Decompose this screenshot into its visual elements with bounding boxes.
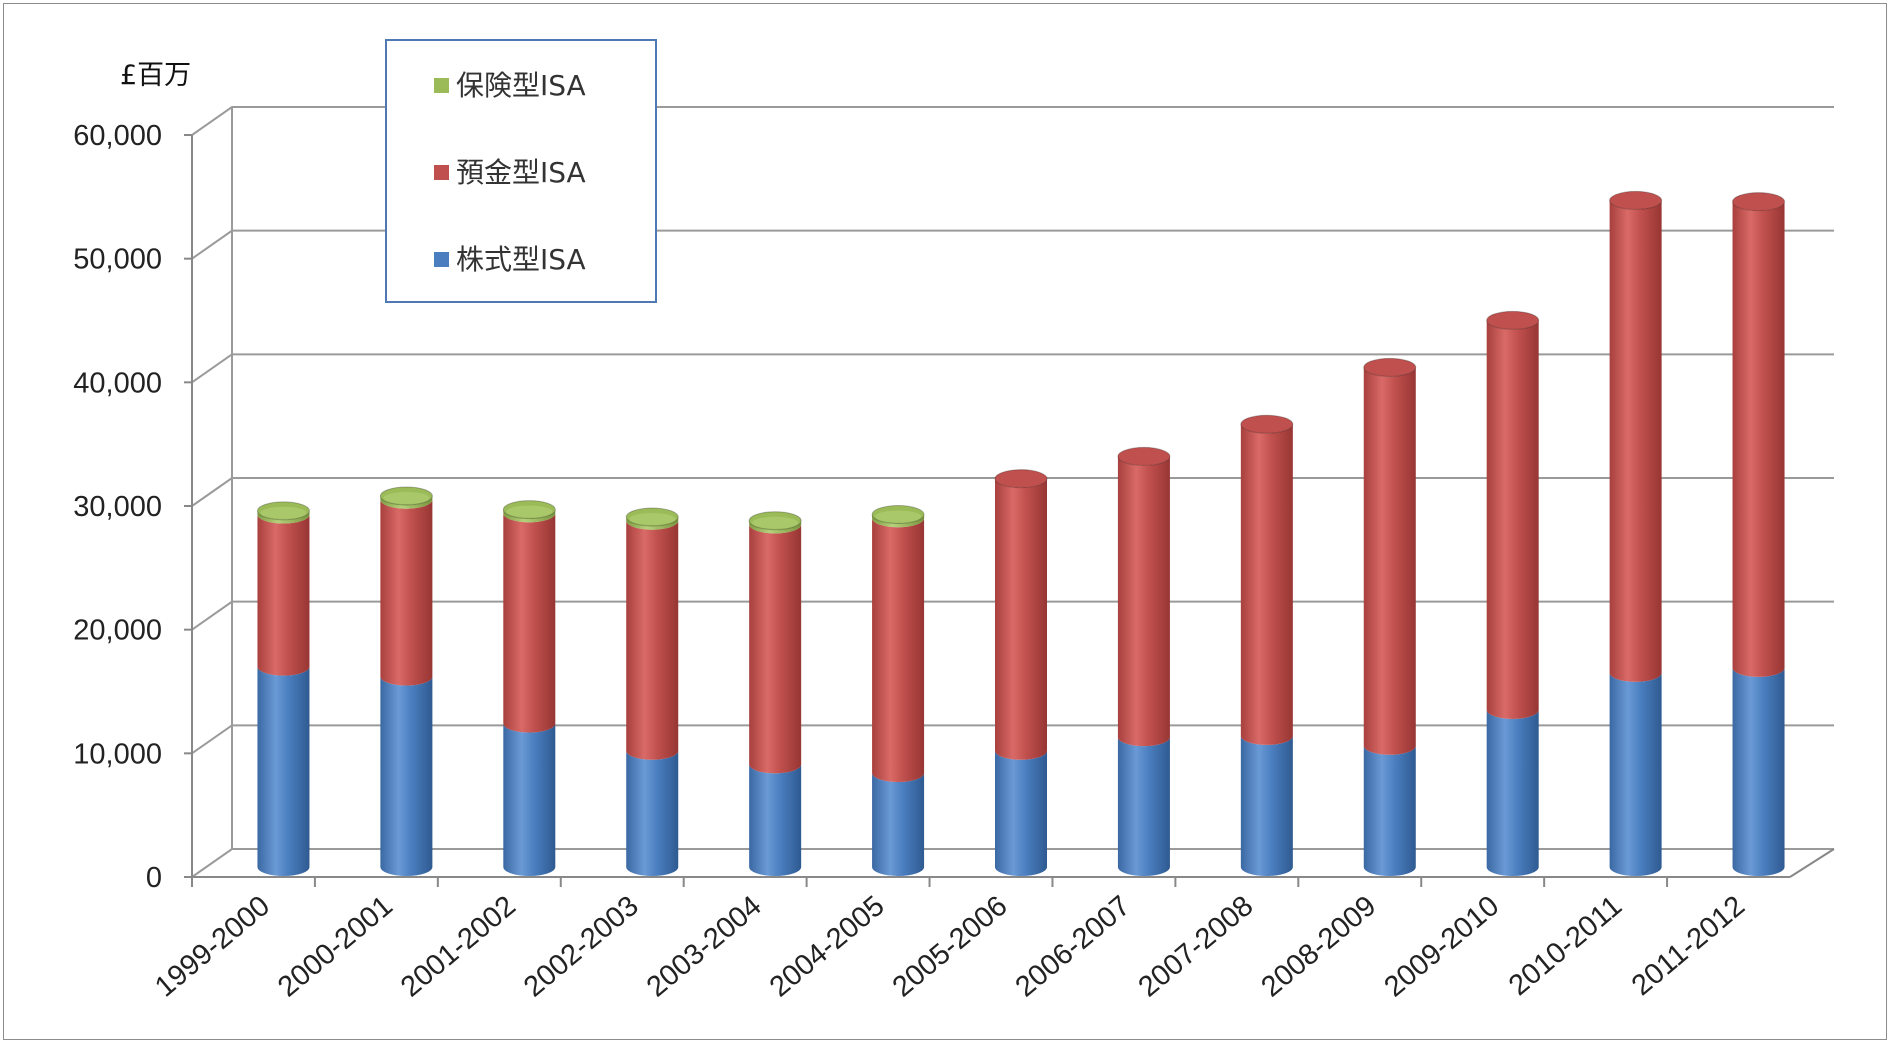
bar-segment xyxy=(995,750,1047,876)
gridlines xyxy=(191,106,1834,878)
y-tick-label: 20,000 xyxy=(73,615,162,647)
bar-segment xyxy=(1732,667,1785,876)
bar-segment xyxy=(872,773,925,876)
axes xyxy=(184,107,1835,887)
legend-swatch-stock xyxy=(434,252,449,267)
bar-segment xyxy=(872,514,925,528)
bar-top-cap xyxy=(1240,414,1294,434)
bar-segment xyxy=(749,520,802,534)
bar-segment xyxy=(1486,709,1539,876)
gridline xyxy=(191,353,1834,384)
legend-swatch-deposit xyxy=(434,165,449,180)
y-tick-label: 10,000 xyxy=(73,738,162,770)
x-tick-label: 2011-2012 xyxy=(1626,890,1751,1002)
bar-top-cap-highlight xyxy=(506,505,553,518)
bar-top-cap-highlight xyxy=(383,492,430,504)
legend: 保険型ISA 預金型ISA 株式型ISA xyxy=(385,39,657,303)
x-tick-label: 2005-2006 xyxy=(887,890,1014,1004)
bar-top-cap xyxy=(1117,446,1171,466)
bar-top-cap xyxy=(1609,190,1663,210)
bar-top-cap xyxy=(1363,357,1417,377)
bar-segment xyxy=(1363,745,1416,876)
bar-segment xyxy=(872,518,925,783)
bar-segment xyxy=(626,520,679,760)
bar-segment xyxy=(257,510,310,524)
bar-segment xyxy=(1486,320,1539,719)
bar-segment xyxy=(380,676,433,876)
y-tick-label: 40,000 xyxy=(73,367,162,399)
bars xyxy=(256,190,1786,876)
x-tick-label: 2002-2003 xyxy=(518,890,645,1004)
bar-segment xyxy=(1609,672,1662,876)
bar-segment xyxy=(503,509,556,523)
bar-segment xyxy=(1117,737,1170,876)
x-tick-label: 2008-2009 xyxy=(1255,890,1382,1004)
bar-segment xyxy=(1363,367,1416,755)
bar-segment xyxy=(380,499,433,686)
x-tick-label: 2006-2007 xyxy=(1010,890,1137,1004)
x-tick-label: 2010-2011 xyxy=(1503,890,1628,1002)
bar-top-cap xyxy=(1486,310,1540,330)
legend-label-stock: 株式型ISA xyxy=(456,243,586,276)
y-tick-label: 60,000 xyxy=(73,120,162,152)
bar-top-cap xyxy=(1732,192,1786,212)
bar-segment xyxy=(995,478,1047,760)
bar-top-cap-highlight xyxy=(260,506,307,519)
bar-segment xyxy=(503,513,556,733)
x-tick-label: 2001-2002 xyxy=(395,890,522,1004)
bar-segment xyxy=(626,750,679,876)
bar-segment xyxy=(1732,201,1785,677)
bar-segment xyxy=(1117,456,1170,747)
bar-segment xyxy=(749,764,802,876)
bar-top-cap-highlight xyxy=(629,513,676,526)
bar-segment xyxy=(626,517,679,530)
bar-segment xyxy=(503,723,556,876)
legend-label-insurance: 保険型ISA xyxy=(456,69,586,102)
y-tick-label: 30,000 xyxy=(73,491,162,523)
y-tick-label: 0 xyxy=(146,862,162,894)
x-tick-label: 2007-2008 xyxy=(1133,890,1260,1004)
x-tick-label: 1999-2000 xyxy=(149,890,276,1004)
bar-segment xyxy=(1240,735,1293,876)
bar-segment xyxy=(380,496,433,509)
bar-segment xyxy=(257,666,310,876)
y-tick-label: 50,000 xyxy=(73,244,162,276)
x-tick-label: 2009-2010 xyxy=(1378,890,1505,1004)
y-axis-unit-label: £百万 xyxy=(120,60,191,91)
x-tick-label: 2000-2001 xyxy=(272,890,399,1004)
chart-frame xyxy=(3,3,1887,1040)
legend-label-deposit: 預金型ISA xyxy=(456,156,586,189)
bar-segment xyxy=(1240,424,1293,745)
x-tick-label: 2004-2005 xyxy=(764,890,891,1004)
bar-segment xyxy=(257,514,310,676)
legend-swatch-insurance xyxy=(434,78,449,93)
bar-segment xyxy=(1609,200,1662,682)
bar-segment xyxy=(749,524,802,774)
x-tick-label: 2003-2004 xyxy=(641,890,768,1004)
bar-top-cap xyxy=(994,469,1048,489)
floor-edge xyxy=(1789,848,1835,878)
bar-top-cap-highlight xyxy=(752,516,799,529)
bar-top-cap-highlight xyxy=(875,510,922,523)
